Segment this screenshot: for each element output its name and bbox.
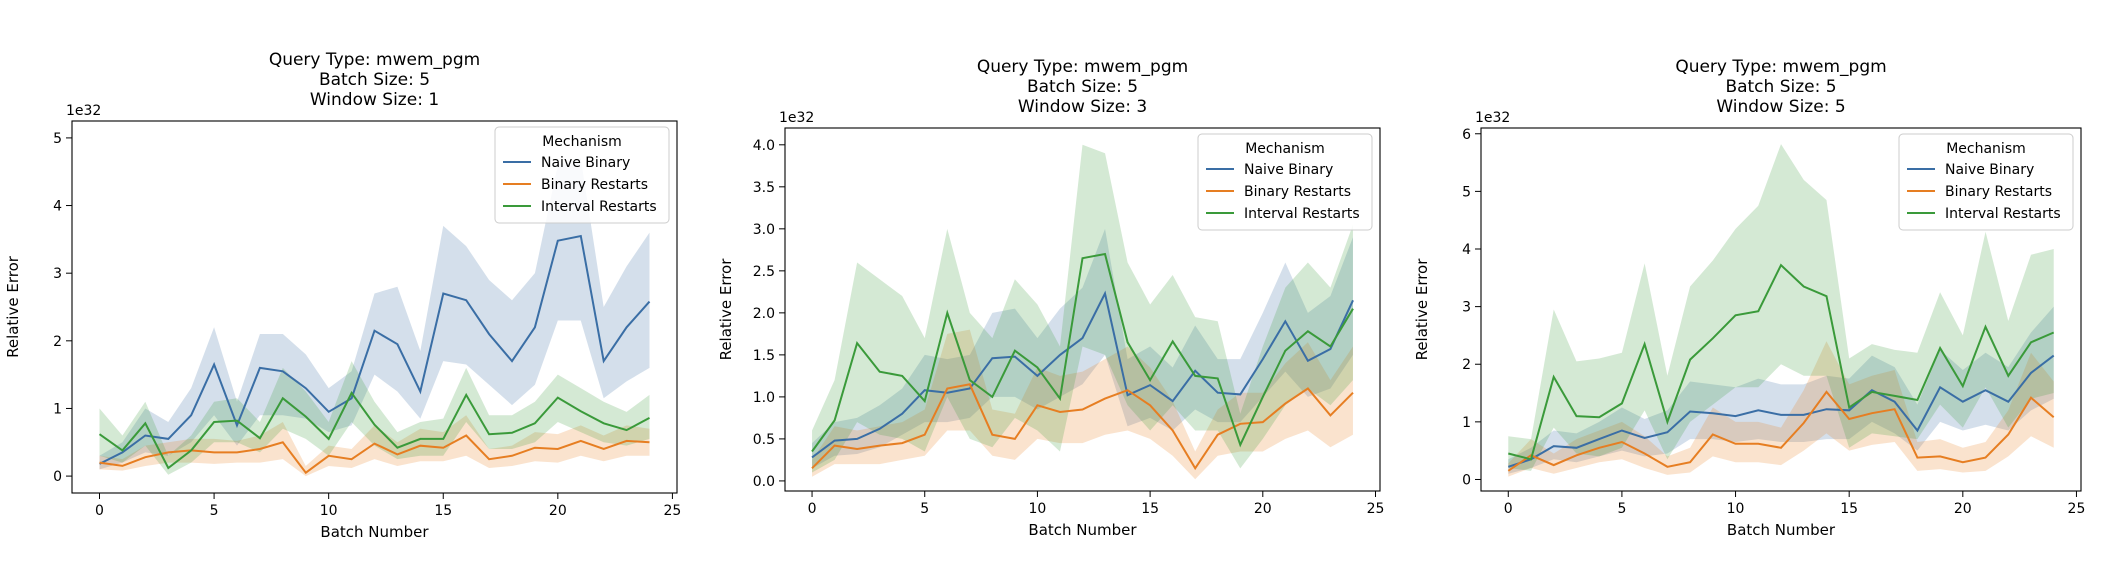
x-tick-label: 20 [1254, 501, 1272, 517]
confidence-band [1508, 144, 2054, 471]
x-tick-label: 5 [210, 503, 219, 519]
confidence-band [812, 329, 1353, 480]
chart-title-line: Window Size: 3 [1018, 97, 1147, 117]
legend-box [494, 126, 670, 224]
confidence-band [99, 361, 650, 475]
chart-title-line: Batch Size: 5 [1027, 77, 1138, 97]
y-tick-label: 3 [1462, 300, 1471, 316]
y-tick-label: 0.5 [753, 432, 775, 448]
confidence-band [1508, 341, 2054, 477]
y-tick-label: 3.5 [753, 180, 775, 196]
y-tick-label: 4 [53, 199, 62, 215]
y-offset-text: 1e32 [1475, 110, 1510, 126]
series-line [1507, 354, 2055, 468]
y-axis-label: Relative Error [4, 255, 22, 358]
legend-label: Binary Restarts [1945, 184, 2052, 200]
y-tick-label: 4.0 [753, 138, 775, 154]
y-axis-label: Relative Error [717, 258, 735, 361]
y-tick-label: 2 [1462, 357, 1471, 373]
y-tick-label: 3.0 [753, 222, 775, 238]
chart-title-line: Batch Size: 5 [319, 70, 430, 90]
plot-frame [1480, 127, 2082, 492]
legend-label: Naive Binary [541, 155, 630, 171]
x-tick-label: 20 [1954, 501, 1972, 517]
y-tick-label: 1.0 [753, 390, 775, 406]
legend-box [1898, 133, 2074, 231]
x-tick-label: 15 [1840, 501, 1858, 517]
y-tick-label: 2 [53, 334, 62, 350]
y-tick-label: 0 [53, 469, 62, 485]
x-tick-label: 0 [1504, 501, 1513, 517]
x-tick-label: 25 [2068, 501, 2086, 517]
series-line [811, 252, 1354, 453]
x-tick-label: 10 [320, 503, 338, 519]
legend-label: Interval Restarts [541, 199, 657, 215]
series-line [811, 290, 1354, 459]
y-tick-label: 6 [1462, 127, 1471, 143]
y-tick-label: 3 [53, 266, 62, 282]
y-tick-label: 2.0 [753, 306, 775, 322]
chart-title-line: Batch Size: 5 [1725, 77, 1836, 97]
x-tick-label: 15 [434, 503, 452, 519]
x-tick-label: 10 [1727, 501, 1745, 517]
x-axis-label: Batch Number [1727, 521, 1836, 539]
x-tick-label: 0 [95, 503, 104, 519]
y-offset-text: 1e32 [779, 110, 814, 126]
x-tick-label: 25 [1367, 501, 1385, 517]
chart-title-line: Query Type: mwem_pgm [977, 57, 1188, 77]
y-tick-label: 5 [53, 131, 62, 147]
x-tick-label: 15 [1141, 501, 1159, 517]
series-line [1507, 390, 2055, 472]
legend: Mechanism Naive Binary Binary Restarts Inte… [1898, 133, 2074, 231]
legend-box [1197, 133, 1373, 231]
confidence-band [812, 228, 1353, 469]
chart-title-line: Window Size: 5 [1716, 97, 1845, 117]
legend-title: Mechanism [1946, 141, 2026, 157]
y-tick-label: 1 [53, 401, 62, 417]
legend-label: Binary Restarts [1244, 184, 1351, 200]
y-tick-label: 2.5 [753, 264, 775, 280]
y-axis-label: Relative Error [1413, 258, 1431, 361]
x-tick-label: 20 [549, 503, 567, 519]
x-tick-label: 10 [1029, 501, 1047, 517]
y-tick-label: 1.5 [753, 348, 775, 364]
y-tick-label: 0.0 [753, 474, 775, 490]
legend-title: Mechanism [1245, 141, 1325, 157]
x-axis-label: Batch Number [1028, 521, 1137, 539]
legend-label: Interval Restarts [1244, 206, 1360, 222]
series-line [811, 383, 1354, 471]
y-offset-text: 1e32 [66, 103, 101, 119]
series-line [98, 390, 650, 470]
confidence-band [99, 415, 650, 477]
chart-title-line: Query Type: mwem_pgm [269, 50, 480, 70]
x-tick-label: 0 [808, 501, 817, 517]
y-tick-label: 4 [1462, 242, 1471, 258]
x-axis-label: Batch Number [320, 523, 429, 541]
legend-label: Interval Restarts [1945, 206, 2061, 222]
plot-frame [71, 120, 678, 494]
legend: Mechanism Naive Binary Binary Restarts Inte… [1197, 133, 1373, 231]
legend-label: Naive Binary [1945, 162, 2034, 178]
confidence-band [99, 158, 650, 470]
series-line [1508, 263, 2055, 461]
y-tick-label: 1 [1462, 415, 1471, 431]
legend: Mechanism Naive Binary Binary Restarts Inte… [494, 126, 670, 224]
y-tick-label: 0 [1462, 472, 1471, 488]
legend-label: Naive Binary [1244, 162, 1333, 178]
chart-title-line: Window Size: 1 [310, 90, 439, 110]
legend-label: Binary Restarts [541, 177, 648, 193]
chart-title-line: Query Type: mwem_pgm [1675, 57, 1886, 77]
plot-frame [784, 127, 1381, 492]
series-line [99, 234, 651, 465]
y-tick-label: 5 [1462, 184, 1471, 200]
x-tick-label: 5 [920, 501, 929, 517]
x-tick-label: 5 [1617, 501, 1626, 517]
x-tick-label: 25 [664, 503, 682, 519]
legend-title: Mechanism [542, 134, 622, 150]
